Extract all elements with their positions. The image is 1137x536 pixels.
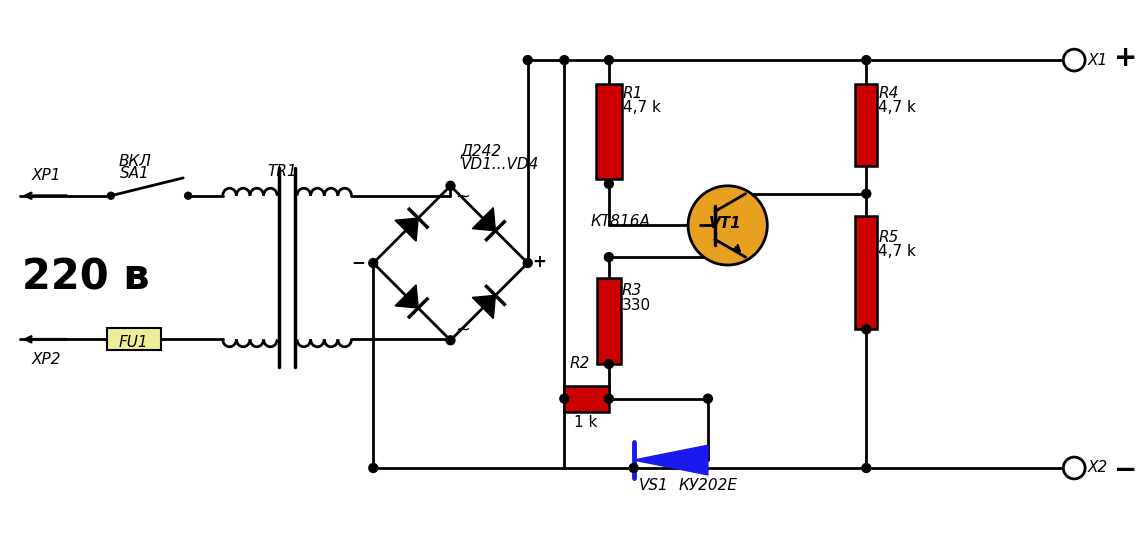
- Circle shape: [862, 325, 871, 334]
- Text: 4,7 k: 4,7 k: [878, 100, 916, 115]
- Text: −: −: [351, 253, 365, 271]
- Polygon shape: [633, 445, 708, 475]
- Polygon shape: [472, 207, 496, 230]
- Text: VT1: VT1: [708, 216, 741, 231]
- Bar: [597, 278, 621, 364]
- Polygon shape: [472, 295, 496, 318]
- Text: 1 k: 1 k: [574, 414, 598, 429]
- Circle shape: [605, 394, 613, 403]
- Circle shape: [605, 252, 613, 262]
- Text: Х2: Х2: [1088, 460, 1109, 475]
- Text: SA1: SA1: [119, 166, 150, 181]
- Text: 220 в: 220 в: [22, 257, 149, 299]
- Circle shape: [184, 192, 191, 199]
- Bar: [107, 329, 161, 350]
- Text: R2: R2: [570, 356, 590, 371]
- Text: ВКЛ: ВКЛ: [118, 154, 151, 169]
- Text: ~: ~: [456, 188, 471, 206]
- Text: ХР1: ХР1: [32, 168, 61, 183]
- Circle shape: [559, 56, 568, 64]
- Circle shape: [446, 181, 455, 190]
- Circle shape: [368, 464, 377, 472]
- Circle shape: [862, 56, 871, 64]
- Text: TR1: TR1: [267, 164, 297, 179]
- Circle shape: [446, 336, 455, 345]
- Circle shape: [605, 180, 613, 188]
- Circle shape: [605, 56, 613, 64]
- Text: FU1: FU1: [118, 336, 149, 351]
- Circle shape: [1063, 457, 1085, 479]
- Text: R1: R1: [623, 86, 644, 101]
- Text: 4,7 k: 4,7 k: [623, 100, 661, 115]
- Bar: [596, 84, 622, 179]
- Text: КТ816А: КТ816А: [590, 214, 650, 229]
- Text: ХР2: ХР2: [32, 352, 61, 367]
- Circle shape: [629, 464, 638, 472]
- Circle shape: [688, 186, 767, 265]
- Text: Х1: Х1: [1088, 53, 1109, 68]
- Circle shape: [368, 258, 377, 267]
- Text: R4: R4: [878, 86, 898, 101]
- Circle shape: [559, 394, 568, 403]
- Text: VS1: VS1: [639, 478, 669, 493]
- Circle shape: [1063, 49, 1085, 71]
- Circle shape: [862, 189, 871, 198]
- Circle shape: [605, 360, 613, 368]
- Text: −: −: [1114, 456, 1137, 484]
- Text: 4,7 k: 4,7 k: [878, 244, 916, 259]
- Circle shape: [523, 56, 532, 64]
- Bar: [855, 84, 878, 166]
- Polygon shape: [395, 218, 418, 241]
- Text: ~: ~: [456, 321, 471, 338]
- Text: КУ202Е: КУ202Е: [678, 478, 737, 493]
- Text: +: +: [532, 253, 547, 271]
- Circle shape: [523, 258, 532, 267]
- Text: R3: R3: [622, 283, 642, 298]
- Bar: [564, 386, 609, 412]
- Circle shape: [107, 192, 115, 199]
- Polygon shape: [395, 285, 418, 308]
- Circle shape: [862, 464, 871, 472]
- Circle shape: [704, 394, 713, 403]
- Text: R5: R5: [878, 230, 898, 245]
- Text: Д242: Д242: [460, 143, 501, 158]
- Text: 330: 330: [622, 297, 650, 312]
- Text: VD1...VD4: VD1...VD4: [460, 157, 539, 172]
- Text: +: +: [1114, 44, 1137, 72]
- Bar: [855, 215, 878, 330]
